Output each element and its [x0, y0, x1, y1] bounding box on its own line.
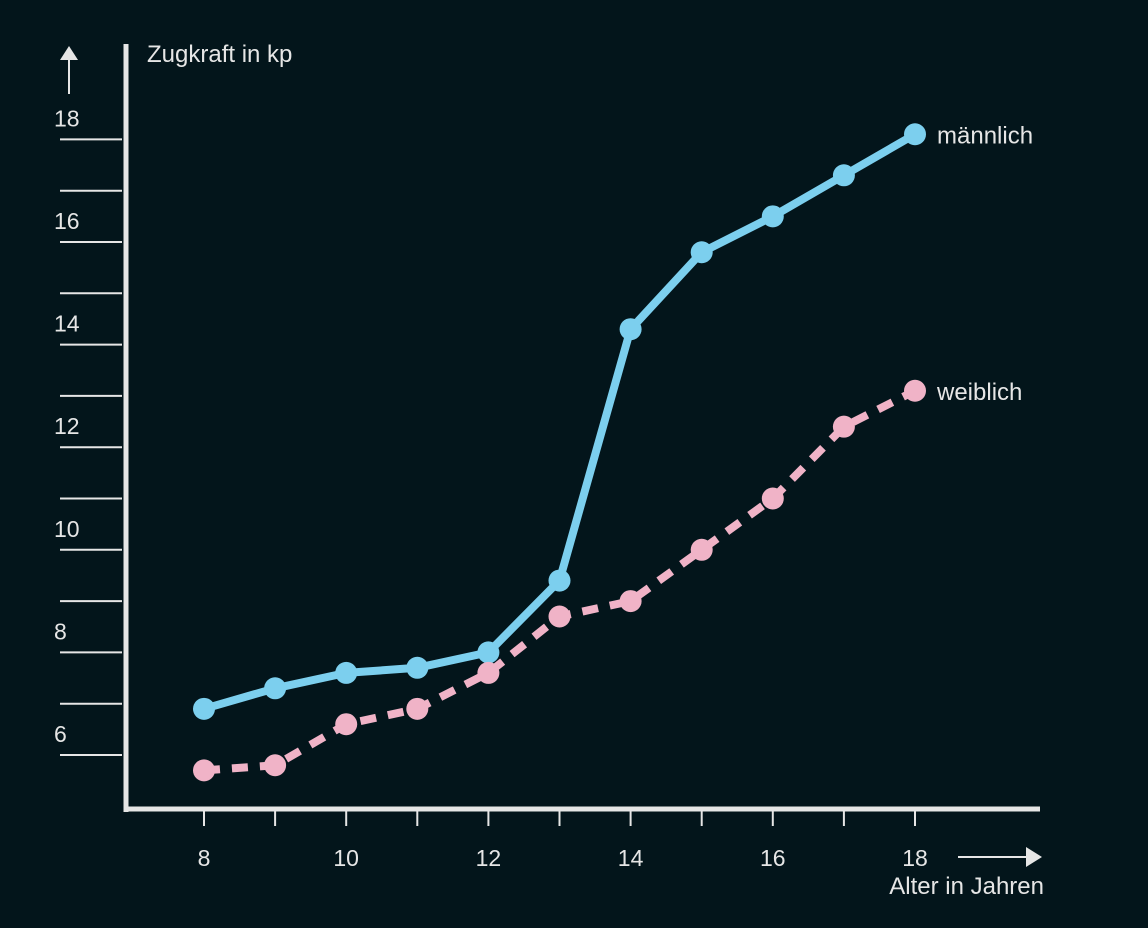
- y-tick-label: 18: [54, 105, 80, 131]
- x-tick-label: 18: [902, 845, 928, 871]
- data-point-m-nnlich: [690, 241, 713, 264]
- data-point-weiblich: [406, 697, 429, 720]
- series-weiblich: weiblich: [193, 379, 1022, 782]
- x-axis-title: Alter in Jahren: [889, 873, 1044, 900]
- x-tick-label: 14: [618, 845, 644, 871]
- data-point-m-nnlich: [406, 656, 429, 679]
- y-tick-label: 16: [54, 208, 80, 234]
- y-tick-label: 10: [54, 516, 80, 542]
- data-point-m-nnlich: [548, 569, 571, 592]
- y-tick-label: 12: [54, 413, 80, 439]
- y-axis-arrow-icon: [60, 46, 78, 60]
- data-point-m-nnlich: [335, 661, 358, 684]
- x-ticks: [203, 811, 916, 826]
- data-point-weiblich: [477, 661, 500, 684]
- series-label-m-nnlich: männlich: [937, 122, 1033, 149]
- data-point-m-nnlich: [264, 677, 287, 700]
- data-point-weiblich: [335, 713, 358, 736]
- series-layer: männlich weiblich: [193, 122, 1033, 782]
- data-point-weiblich: [548, 605, 571, 628]
- series-m-nnlich: männlich: [193, 122, 1033, 720]
- y-axis-title: Zugkraft in kp: [147, 41, 292, 68]
- x-axis-arrow-icon: [1026, 847, 1042, 867]
- data-point-weiblich: [761, 487, 784, 510]
- y-ticks: [60, 138, 122, 756]
- data-point-m-nnlich: [193, 697, 215, 720]
- data-point-weiblich: [264, 754, 287, 777]
- data-point-m-nnlich: [904, 123, 926, 146]
- data-point-m-nnlich: [832, 164, 855, 187]
- data-point-m-nnlich: [619, 318, 642, 341]
- x-tick-label: 16: [760, 845, 786, 871]
- axes: [60, 44, 1042, 867]
- x-tick-label: 12: [476, 845, 502, 871]
- series-label-weiblich: weiblich: [936, 379, 1022, 406]
- x-tick-label: 8: [198, 845, 211, 871]
- data-point-weiblich: [832, 415, 855, 438]
- data-point-weiblich: [193, 759, 215, 782]
- tick-labels: 6 8 10 12 14 16 18 8 10 12 14 16 18: [54, 105, 928, 871]
- y-tick-label: 8: [54, 618, 67, 644]
- data-point-m-nnlich: [477, 641, 500, 664]
- y-tick-label: 6: [54, 721, 67, 747]
- data-point-m-nnlich: [761, 205, 784, 228]
- data-point-weiblich: [690, 538, 713, 561]
- data-point-weiblich: [619, 590, 642, 613]
- y-tick-label: 14: [54, 311, 80, 337]
- x-tick-label: 10: [333, 845, 359, 871]
- data-point-weiblich: [904, 379, 926, 402]
